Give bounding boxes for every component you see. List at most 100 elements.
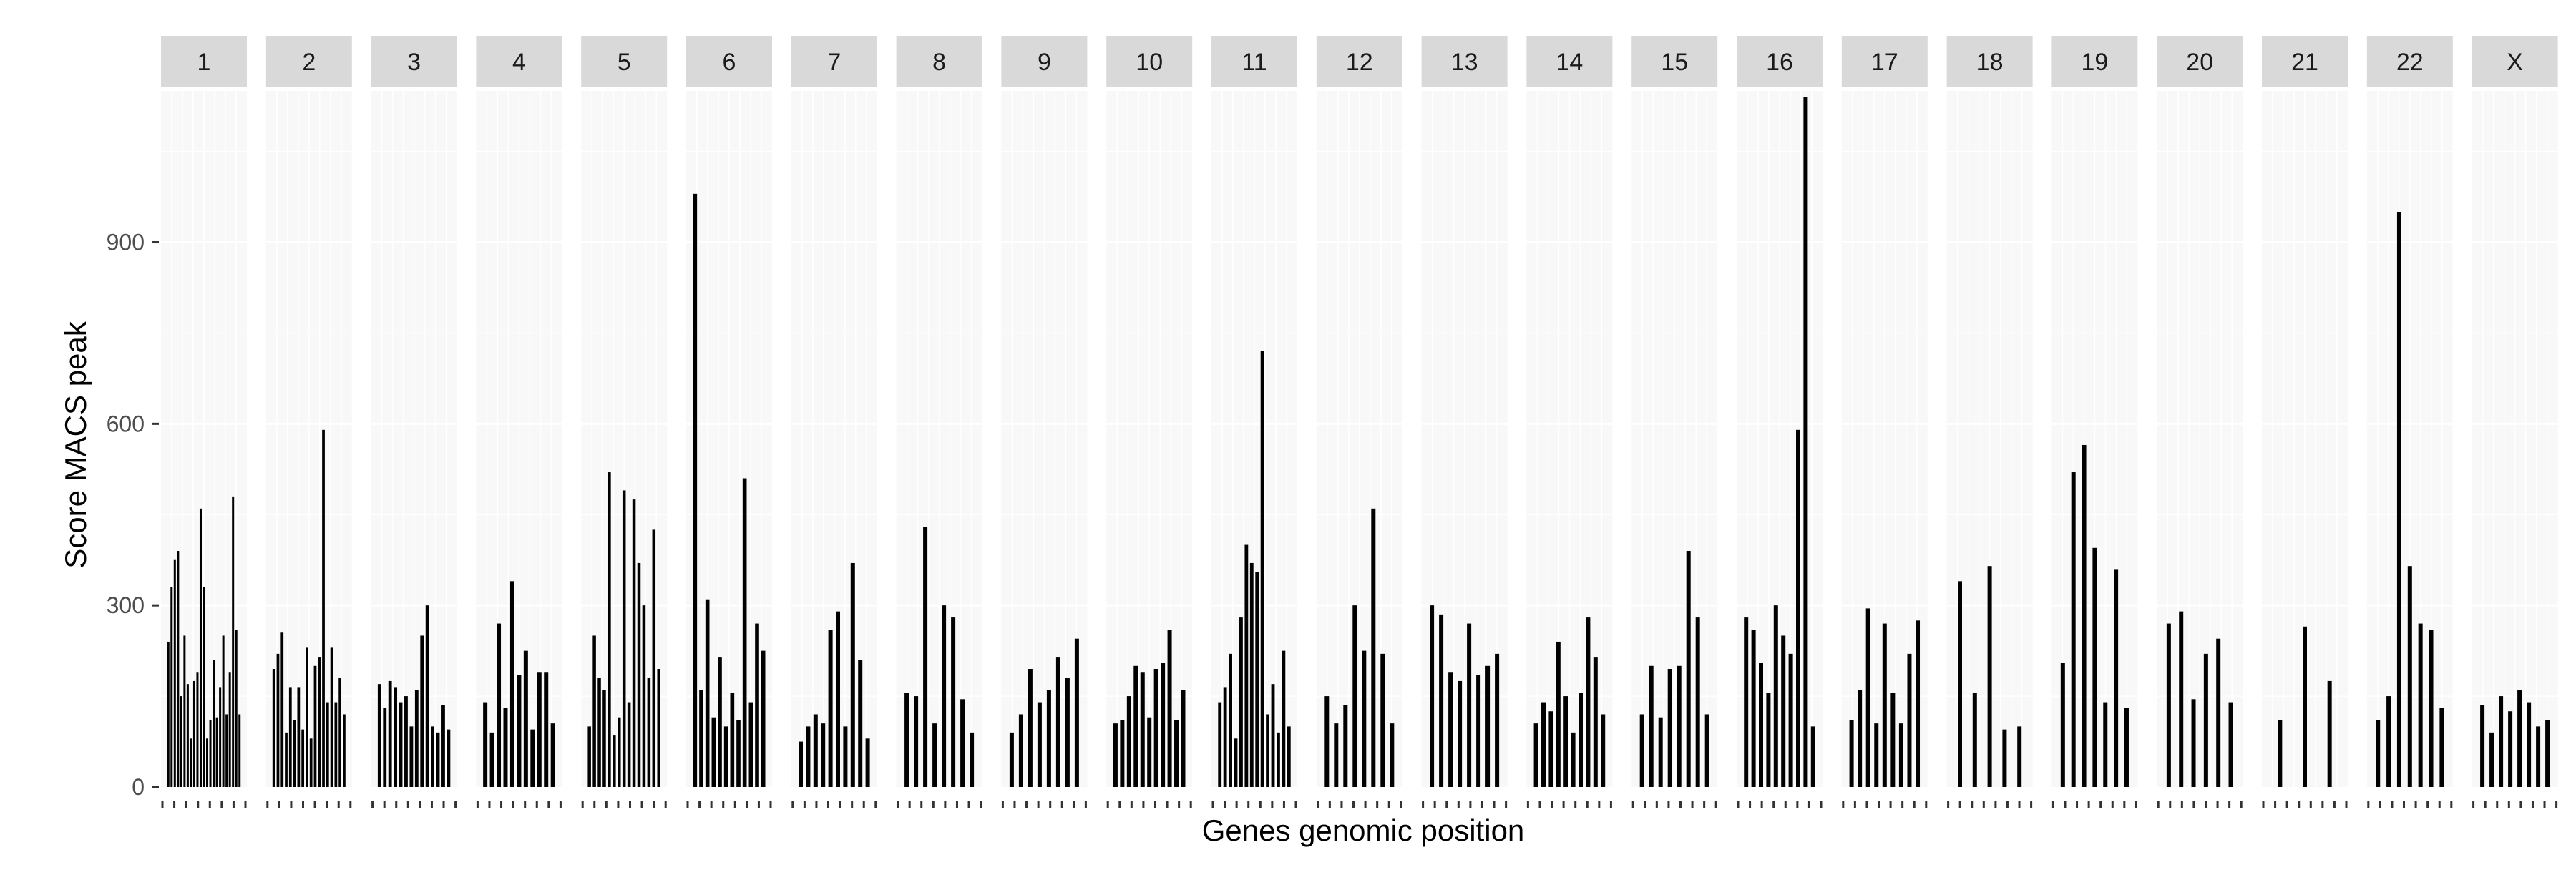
bar: [222, 635, 225, 787]
bar: [297, 687, 301, 787]
bar: [1271, 684, 1275, 787]
bar: [2228, 702, 2233, 787]
bar: [2536, 726, 2541, 787]
bar: [850, 562, 855, 787]
bar: [1667, 669, 1672, 787]
facet-strip-label: 14: [1556, 49, 1583, 76]
bar: [821, 723, 826, 787]
bar: [836, 611, 840, 787]
bar: [2303, 626, 2307, 787]
bar: [932, 723, 937, 787]
bar: [213, 660, 215, 787]
bar: [2407, 566, 2412, 787]
bar: [1759, 663, 1763, 787]
facet-strip-label: 7: [827, 49, 841, 76]
facet-panel: 16: [1737, 36, 1823, 787]
bar: [1249, 562, 1254, 787]
x-axis-title: Genes genomic position: [1202, 813, 1525, 847]
bar: [209, 720, 212, 787]
bar: [1987, 566, 1992, 787]
bar: [1439, 614, 1444, 787]
bar: [180, 696, 182, 787]
bar: [806, 726, 811, 787]
bar: [183, 635, 186, 787]
facet-strip-label: 20: [2186, 49, 2213, 76]
bar: [199, 508, 202, 787]
bar: [550, 723, 555, 787]
y-tick-label: 600: [107, 411, 145, 436]
x-axis-ticks: [161, 801, 2558, 808]
bar: [618, 717, 621, 787]
bar: [1380, 653, 1385, 787]
bar: [272, 669, 275, 787]
bar: [587, 726, 591, 787]
bar: [1686, 551, 1691, 787]
bar: [637, 562, 641, 787]
bar: [1890, 693, 1896, 787]
facet-panel: 22: [2366, 36, 2453, 787]
bar: [388, 680, 392, 787]
bar: [2508, 711, 2513, 787]
bar: [1704, 714, 1709, 787]
bar: [343, 714, 346, 787]
facet-strip: [2157, 36, 2243, 87]
bar: [509, 581, 514, 787]
facet-panel: 20: [2157, 36, 2243, 787]
bar: [414, 690, 419, 787]
bar: [1495, 653, 1500, 787]
bar: [1563, 696, 1568, 787]
bar: [1065, 678, 1070, 787]
bar: [2002, 729, 2007, 787]
facet-strip-label: 22: [2396, 49, 2424, 76]
bar: [2278, 720, 2283, 787]
bar: [318, 657, 321, 787]
bar: [597, 678, 601, 787]
bar: [1485, 665, 1491, 787]
facet-strip: [1946, 36, 2033, 87]
bar: [1009, 732, 1014, 787]
bar: [1234, 738, 1238, 787]
bar: [2545, 720, 2550, 787]
bar: [1874, 723, 1879, 787]
bar: [1277, 732, 1280, 787]
bar: [2327, 680, 2332, 787]
bar: [647, 678, 651, 787]
bar: [1161, 663, 1166, 787]
bar: [377, 684, 381, 787]
facet-strip: [1316, 36, 1402, 87]
bar: [960, 699, 965, 787]
bar: [1074, 638, 1079, 787]
bar: [970, 732, 975, 787]
bar: [1055, 657, 1060, 787]
facet-strip-label: 6: [723, 49, 736, 76]
bar: [313, 665, 317, 787]
bar: [1126, 696, 1131, 787]
bar: [1781, 635, 1786, 787]
bar: [642, 605, 646, 787]
bar: [2191, 699, 2196, 787]
bar: [2480, 705, 2485, 787]
bar: [190, 738, 192, 787]
facet-panel: 5: [581, 36, 668, 787]
bar: [1448, 672, 1453, 787]
facet-panel: 6: [686, 36, 772, 787]
facet-strip-label: 10: [1136, 49, 1163, 76]
bar: [404, 696, 408, 787]
bar: [1649, 665, 1654, 787]
y-tick-label: 900: [107, 230, 145, 255]
bar: [1390, 723, 1395, 787]
bar: [1586, 617, 1591, 787]
bar: [2103, 702, 2108, 787]
bar: [1362, 650, 1367, 787]
bar: [1181, 690, 1186, 787]
y-axis: 0 300 600 900: [107, 230, 159, 800]
bar: [1147, 717, 1152, 787]
bar: [693, 193, 698, 787]
facet-strip: [1737, 36, 1823, 87]
facet-strip-label: 1: [197, 49, 211, 76]
bar: [1343, 705, 1348, 787]
facet-panel: 10: [1106, 36, 1193, 787]
bar: [301, 729, 305, 787]
bar: [338, 678, 342, 787]
facet-strip-label: 5: [618, 49, 631, 76]
